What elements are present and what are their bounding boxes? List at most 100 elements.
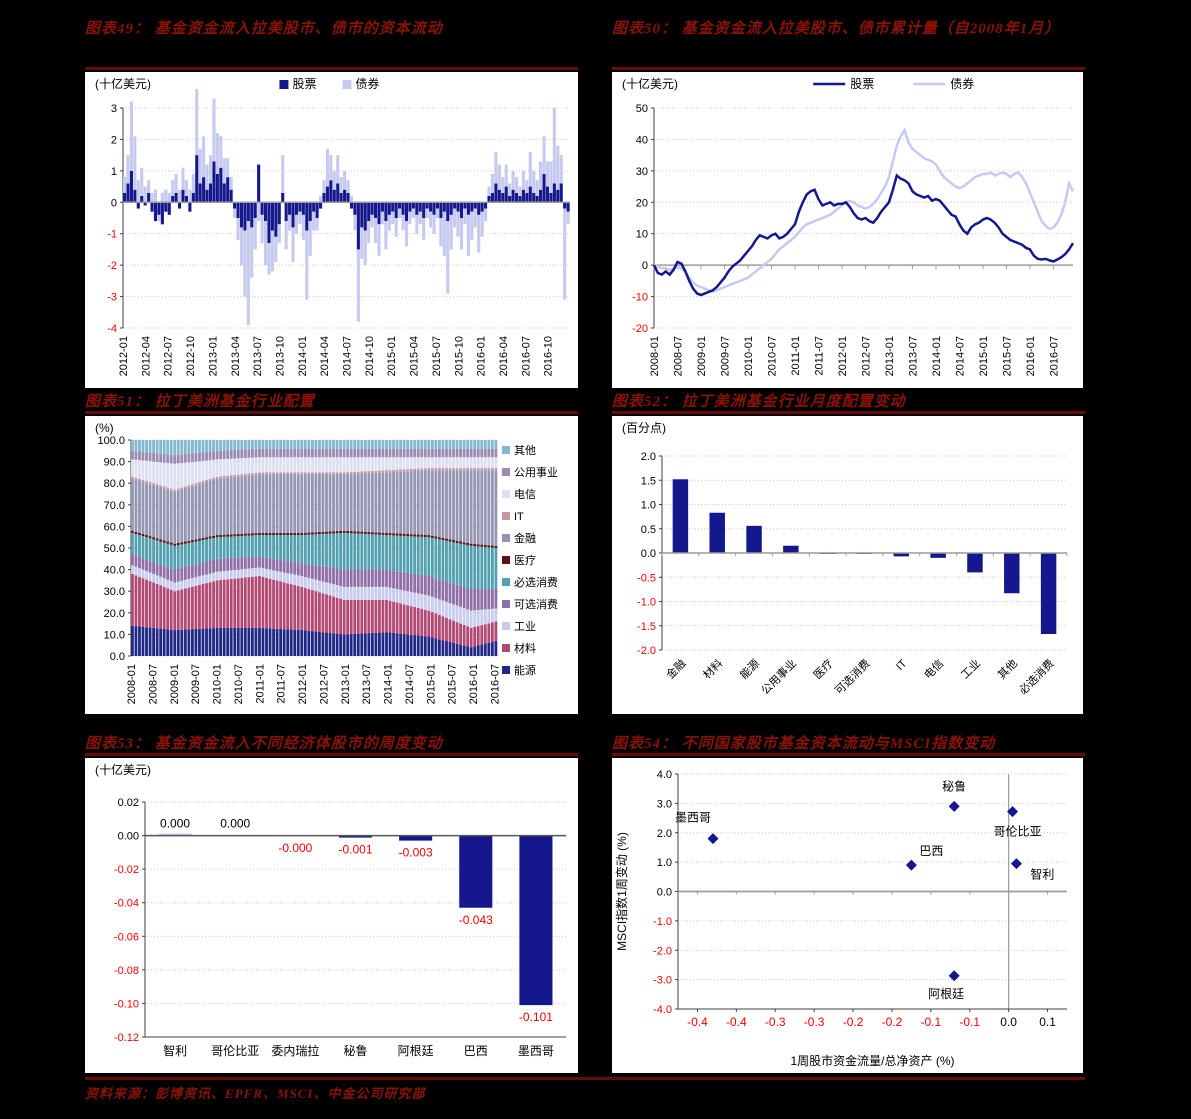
svg-text:100.0: 100.0 [97,435,125,447]
svg-text:其他: 其他 [995,657,1020,682]
svg-text:1.5: 1.5 [641,475,656,487]
svg-text:IT: IT [514,511,524,523]
svg-text:20.0: 20.0 [104,608,125,620]
chart-51-canvas: 100.0 90.0 80.0 70.0 60.0 50.0 40.0 30.0 20.0 10.… [95,421,558,704]
figure-51-caption: 图表51： 拉丁美洲基金行业配置 [85,394,315,410]
svg-text:0.0: 0.0 [1000,1015,1017,1029]
svg-text:债券: 债券 [950,76,974,91]
svg-text:能源: 能源 [514,663,536,677]
svg-text:2016-10: 2016-10 [543,336,555,376]
svg-text:-0.4: -0.4 [687,1015,708,1029]
svg-text:0.5: 0.5 [641,524,656,536]
svg-text:2016-07: 2016-07 [1048,336,1060,376]
figure-50-caption: 图表50： 基金资金流入拉美股市、债市累计量（自2008年1月） [612,21,1061,37]
chart-51-panel: 100.0 90.0 80.0 70.0 60.0 50.0 40.0 30.0 20.0 10.… [85,416,578,714]
svg-text:70.0: 70.0 [104,500,125,512]
svg-text:债券: 债券 [355,76,379,91]
figure-49-caption: 图表49： 基金资金流入拉美股市、债市的资本流动 [85,21,443,37]
svg-text:30.0: 30.0 [104,586,125,598]
caption-separator [612,411,1085,414]
svg-text:2: 2 [111,134,117,146]
svg-text:2010-07: 2010-07 [766,336,778,376]
svg-text:2009-07: 2009-07 [719,336,731,376]
svg-text:智利: 智利 [1030,867,1054,882]
svg-text:股票: 股票 [292,77,316,91]
svg-text:1.0: 1.0 [657,857,672,869]
svg-text:2009-07: 2009-07 [190,664,202,704]
svg-text:2016-07: 2016-07 [520,336,532,376]
svg-text:2015-04: 2015-04 [409,336,421,376]
svg-text:-0.02: -0.02 [114,864,139,876]
svg-text:材料: 材料 [514,641,536,655]
svg-text:2013-07: 2013-07 [361,664,373,704]
svg-text:2014-04: 2014-04 [319,336,331,376]
svg-text:哥伦比亚: 哥伦比亚 [211,1043,259,1058]
svg-text:-0.06: -0.06 [114,931,139,943]
svg-text:(百分点): (百分点) [622,421,666,435]
svg-text:2016-01: 2016-01 [1025,336,1037,376]
svg-text:哥伦比亚: 哥伦比亚 [994,824,1042,839]
svg-text:0: 0 [111,197,117,209]
svg-text:2008-07: 2008-07 [672,336,684,376]
svg-text:0.0: 0.0 [110,651,125,663]
svg-text:IT: IT [894,657,910,673]
svg-text:0.1: 0.1 [1039,1015,1056,1029]
svg-text:2014-01: 2014-01 [383,664,395,704]
svg-text:2010-01: 2010-01 [743,336,755,376]
svg-text:-0.1: -0.1 [921,1015,942,1029]
svg-text:-1: -1 [107,229,117,241]
svg-text:2015-01: 2015-01 [978,336,990,376]
svg-text:2014-10: 2014-10 [364,336,376,376]
svg-text:能源: 能源 [737,656,762,681]
svg-text:2012-07: 2012-07 [163,336,175,376]
svg-text:-0.04: -0.04 [114,898,139,910]
svg-text:秘鲁: 秘鲁 [942,779,966,793]
svg-text:2013-01: 2013-01 [884,336,896,376]
svg-text:-0.001: -0.001 [338,842,372,856]
svg-text:金融: 金融 [514,531,536,545]
svg-text:工业: 工业 [514,620,536,633]
svg-text:2011-01: 2011-01 [790,336,802,376]
svg-text:2014-07: 2014-07 [954,336,966,376]
svg-text:3: 3 [111,103,117,115]
svg-text:2011-07: 2011-07 [276,664,288,704]
svg-text:-0.5: -0.5 [637,572,656,584]
svg-text:4.0: 4.0 [657,769,672,781]
svg-text:2013-07: 2013-07 [907,336,919,376]
svg-text:2014-07: 2014-07 [404,664,416,704]
svg-text:金融: 金融 [663,656,688,681]
svg-text:电信: 电信 [514,488,536,501]
svg-text:(十亿美元): (十亿美元) [95,76,151,91]
svg-text:2015-01: 2015-01 [425,664,437,704]
svg-text:2013-01: 2013-01 [207,336,219,376]
svg-text:2013-01: 2013-01 [340,664,352,704]
svg-text:80.0: 80.0 [104,478,125,490]
svg-text:2.0: 2.0 [657,828,672,840]
svg-text:医疗: 医疗 [810,656,835,681]
figure-54-caption: 图表54： 不同国家股市基金资本流动与MSCI指数变动 [612,736,996,752]
svg-text:0.0: 0.0 [657,887,672,899]
svg-text:30: 30 [636,166,648,178]
svg-text:2014-01: 2014-01 [297,336,309,376]
figure-52-caption: 图表52： 拉丁美洲基金行业月度配置变动 [612,394,906,410]
svg-text:-0.101: -0.101 [519,1010,553,1024]
svg-text:-0.2: -0.2 [882,1015,903,1029]
svg-text:(%): (%) [95,421,114,435]
chart-52-canvas: 2.0 1.5 1.0 0.5 0.0 -0.5 -1.0 -1.5 -2.0 (百分点) 金融 材料… [622,421,1068,697]
svg-text:材料: 材料 [700,656,725,681]
footer-separator [85,1077,1085,1080]
caption-separator [612,67,1085,70]
svg-text:医疗: 医疗 [514,553,536,567]
chart-49-canvas: 3 2 1 0 -1 -2 -3 -4 (十亿美元) 2012-01 2012-04 2012-07 2… [95,76,570,376]
svg-text:2016-01: 2016-01 [476,336,488,376]
svg-text:秘鲁: 秘鲁 [343,1044,367,1058]
svg-text:0.0: 0.0 [641,548,656,560]
svg-text:墨西哥: 墨西哥 [518,1044,554,1058]
svg-text:-0.3: -0.3 [765,1015,786,1029]
svg-text:-0.000: -0.000 [278,841,312,855]
chart-50-canvas: 50 40 30 20 10 0 -10 -20 (十亿美元) 2008-01 2008-07 200… [622,76,1075,376]
svg-text:50.0: 50.0 [104,543,125,555]
svg-text:阿根廷: 阿根廷 [928,987,964,1001]
svg-text:可选消费: 可选消费 [514,597,558,611]
